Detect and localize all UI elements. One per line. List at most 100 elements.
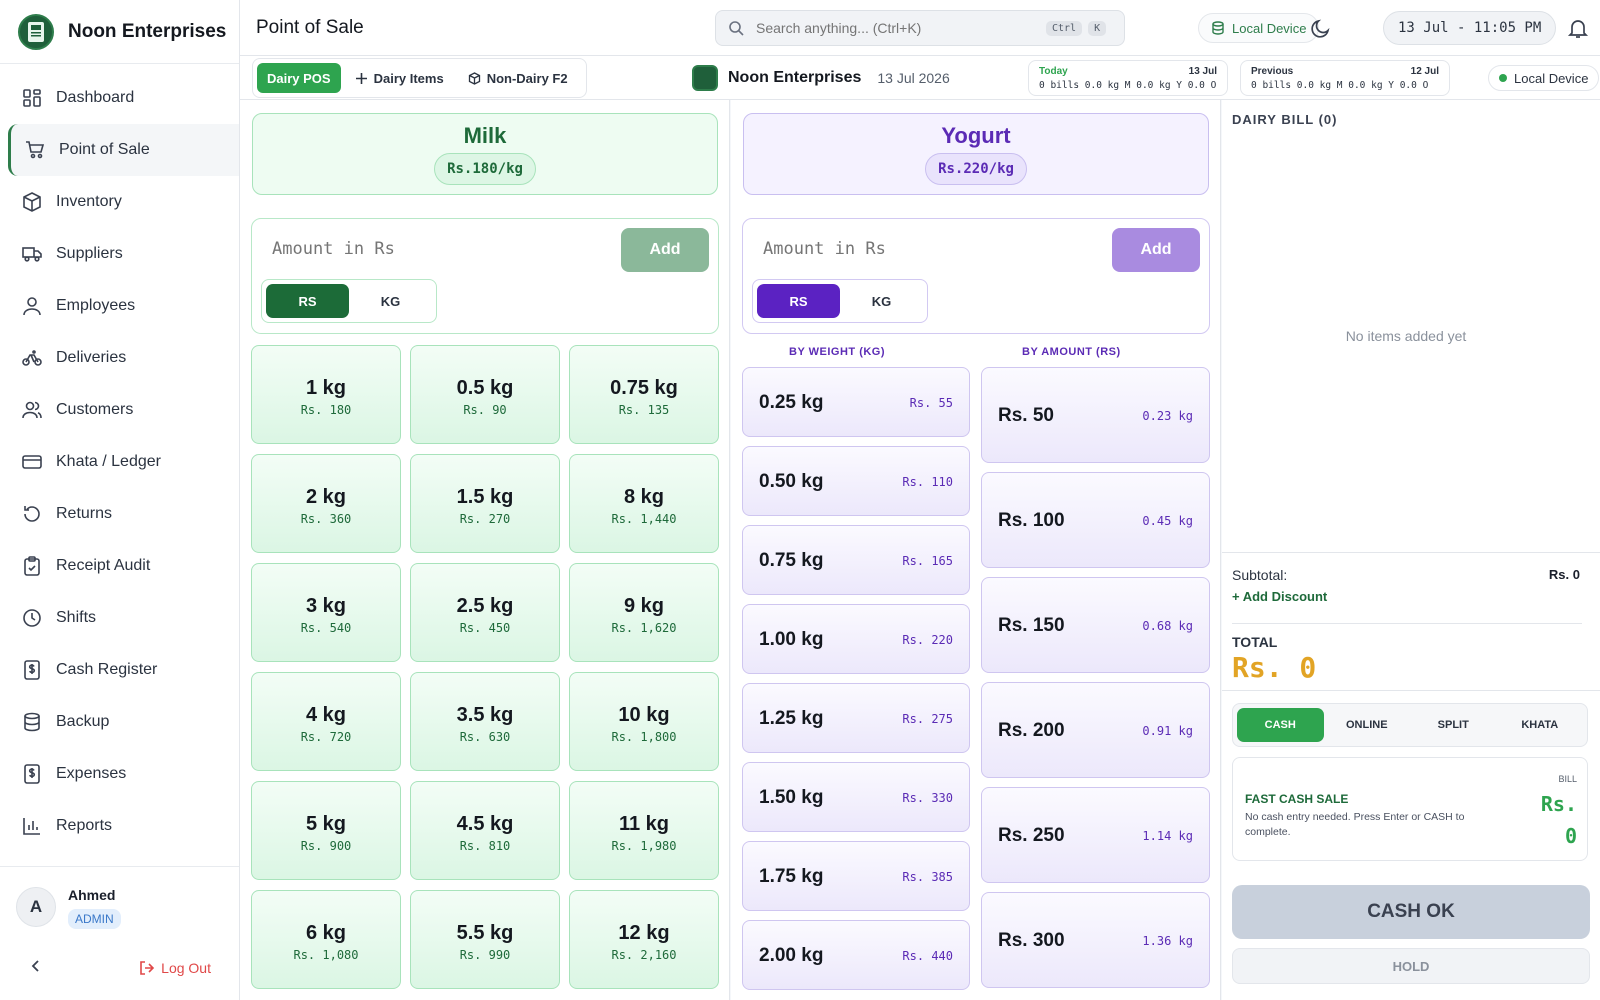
sidebar-item-receipt-audit[interactable]: Receipt Audit — [0, 540, 239, 592]
yogurt-amount-button[interactable]: Rs. 300 1.36 kg — [981, 892, 1210, 988]
yogurt-weight-button[interactable]: 1.00 kg Rs. 220 — [742, 604, 970, 674]
yogurt-add-button[interactable]: Add — [1112, 228, 1200, 272]
milk-quick-button[interactable]: 1.5 kg Rs. 270 — [410, 454, 560, 553]
yogurt-weight-button[interactable]: 0.50 kg Rs. 110 — [742, 446, 970, 516]
milk-quick-button[interactable]: 2.5 kg Rs. 450 — [410, 563, 560, 662]
milk-unit-kg[interactable]: KG — [380, 293, 401, 309]
sidebar-item-suppliers[interactable]: Suppliers — [0, 228, 239, 280]
tab-non-dairy[interactable]: Non-Dairy F2 — [458, 63, 578, 93]
moon-icon[interactable] — [1310, 17, 1332, 39]
yogurt-name: Yogurt — [941, 123, 1011, 148]
milk-unit-rs[interactable]: RS — [266, 284, 349, 318]
yogurt-weight-button-price: Rs. 330 — [902, 791, 953, 805]
clock-icon — [23, 609, 41, 627]
milk-quick-button-label: 5.5 kg — [456, 922, 514, 944]
fast-cash-card: FAST CASH SALE No cash entry needed. Pre… — [1232, 757, 1588, 861]
bar-chart-icon — [23, 818, 40, 835]
brand[interactable]: Noon Enterprises — [0, 0, 239, 64]
tab-khata[interactable]: KHATA — [1521, 719, 1559, 731]
yogurt-weight-button[interactable]: 0.25 kg Rs. 55 — [742, 367, 970, 437]
milk-quick-button[interactable]: 6 kg Rs. 1,080 — [251, 890, 401, 989]
milk-quick-button[interactable]: 2 kg Rs. 360 — [251, 454, 401, 553]
yogurt-product-card: Yogurt Rs.220/kg — [743, 113, 1209, 195]
sidebar-item-reports[interactable]: Reports — [0, 800, 239, 852]
yogurt-amount-button[interactable]: Rs. 100 0.45 kg — [981, 472, 1210, 568]
milk-quick-button-label: 1.5 kg — [456, 486, 514, 508]
yogurt-amount-box: Add RS KG — [742, 218, 1210, 334]
logout-button[interactable]: Log Out — [139, 960, 211, 976]
yogurt-weight-button[interactable]: 1.25 kg Rs. 275 — [742, 683, 970, 753]
milk-quick-button[interactable]: 12 kg Rs. 2,160 — [569, 890, 719, 989]
bell-icon[interactable] — [1567, 17, 1589, 39]
milk-quick-button[interactable]: 10 kg Rs. 1,800 — [569, 672, 719, 771]
milk-quick-button[interactable]: 4.5 kg Rs. 810 — [410, 781, 560, 880]
milk-quick-button-price: Rs. 360 — [300, 512, 352, 526]
tab-cash[interactable]: CASH — [1237, 708, 1324, 742]
yogurt-amount-button[interactable]: Rs. 250 1.14 kg — [981, 787, 1210, 883]
search-bar[interactable]: Ctrl K — [715, 10, 1125, 46]
chevron-left-icon[interactable] — [28, 958, 44, 974]
milk-amount-input[interactable] — [272, 239, 592, 259]
sidebar-item-khata-ledger[interactable]: Khata / Ledger — [0, 436, 239, 488]
search-input[interactable] — [756, 20, 1046, 36]
local-device-button[interactable]: Local Device — [1198, 13, 1320, 43]
tab-split[interactable]: SPLIT — [1437, 719, 1469, 731]
yogurt-amount-button[interactable]: Rs. 150 0.68 kg — [981, 577, 1210, 673]
sidebar-item-shifts[interactable]: Shifts — [0, 592, 239, 644]
milk-quick-button[interactable]: 5.5 kg Rs. 990 — [410, 890, 560, 989]
sidebar-item-customers[interactable]: Customers — [0, 384, 239, 436]
fast-cash-description: No cash entry needed. Press Enter or CAS… — [1245, 811, 1465, 838]
yogurt-unit-rs[interactable]: RS — [757, 284, 840, 318]
payment-tabs: CASH ONLINE SPLIT KHATA — [1232, 703, 1588, 747]
sidebar-item-point-of-sale[interactable]: Point of Sale — [8, 124, 239, 176]
hold-button[interactable]: HOLD — [1232, 948, 1590, 984]
sidebar-item-deliveries[interactable]: Deliveries — [0, 332, 239, 384]
add-discount-link[interactable]: + Add Discount — [1232, 589, 1328, 604]
milk-quick-button[interactable]: 5 kg Rs. 900 — [251, 781, 401, 880]
milk-quick-button[interactable]: 11 kg Rs. 1,980 — [569, 781, 719, 880]
yogurt-amount-button-price: 0.23 kg — [1142, 409, 1193, 423]
box-icon — [468, 71, 480, 85]
yogurt-unit-kg[interactable]: KG — [871, 293, 892, 309]
milk-quick-button-label: 5 kg — [305, 813, 347, 835]
sidebar-item-inventory[interactable]: Inventory — [0, 176, 239, 228]
today-date: 13 Jul — [1188, 66, 1217, 77]
sidebar-item-label: Suppliers — [56, 245, 123, 262]
tab-dairy-items[interactable]: Dairy Items — [345, 63, 454, 93]
yogurt-amount-button-price: 1.14 kg — [1142, 829, 1193, 843]
milk-quick-button[interactable]: 9 kg Rs. 1,620 — [569, 563, 719, 662]
sidebar-item-returns[interactable]: Returns — [0, 488, 239, 540]
cash-ok-button[interactable]: CASH OK — [1232, 885, 1590, 939]
yogurt-weight-button[interactable]: 1.75 kg Rs. 385 — [742, 841, 970, 911]
milk-quick-button[interactable]: 8 kg Rs. 1,440 — [569, 454, 719, 553]
milk-quick-button[interactable]: 4 kg Rs. 720 — [251, 672, 401, 771]
yogurt-weight-button-label: 0.75 kg — [759, 550, 824, 571]
sidebar-item-dashboard[interactable]: Dashboard — [0, 72, 239, 124]
milk-amount-box: Add RS KG — [251, 218, 719, 334]
sidebar-item-employees[interactable]: Employees — [0, 280, 239, 332]
yogurt-weight-button[interactable]: 0.75 kg Rs. 165 — [742, 525, 970, 595]
sidebar-item-label: Inventory — [56, 193, 122, 210]
yogurt-amount-input[interactable] — [763, 239, 1083, 259]
milk-quick-button[interactable]: 0.75 kg Rs. 135 — [569, 345, 719, 444]
milk-quick-button-label: 12 kg — [618, 922, 670, 944]
milk-quick-button[interactable]: 0.5 kg Rs. 90 — [410, 345, 560, 444]
user-name: Ahmed — [68, 887, 116, 903]
yogurt-amount-button-label: Rs. 200 — [998, 720, 1065, 741]
tab-online[interactable]: ONLINE — [1345, 719, 1388, 731]
milk-quick-button[interactable]: 3.5 kg Rs. 630 — [410, 672, 560, 771]
avatar[interactable]: A — [16, 887, 56, 927]
yogurt-amount-button[interactable]: Rs. 200 0.91 kg — [981, 682, 1210, 778]
sidebar-item-backup[interactable]: Backup — [0, 696, 239, 748]
tab-dairy-pos[interactable]: Dairy POS — [257, 63, 341, 93]
yogurt-weight-button[interactable]: 1.50 kg Rs. 330 — [742, 762, 970, 832]
sidebar-item-cash-register[interactable]: Cash Register — [0, 644, 239, 696]
sidebar-item-expenses[interactable]: Expenses — [0, 748, 239, 800]
milk-quick-button[interactable]: 3 kg Rs. 540 — [251, 563, 401, 662]
sidebar-nav: Dashboard Point of Sale Inventory Suppli… — [0, 64, 239, 852]
milk-quick-button[interactable]: 1 kg Rs. 180 — [251, 345, 401, 444]
yogurt-amount-button[interactable]: Rs. 50 0.23 kg — [981, 367, 1210, 463]
milk-quick-button-price: Rs. 900 — [300, 839, 352, 853]
yogurt-weight-button[interactable]: 2.00 kg Rs. 440 — [742, 920, 970, 990]
milk-add-button[interactable]: Add — [621, 228, 709, 272]
